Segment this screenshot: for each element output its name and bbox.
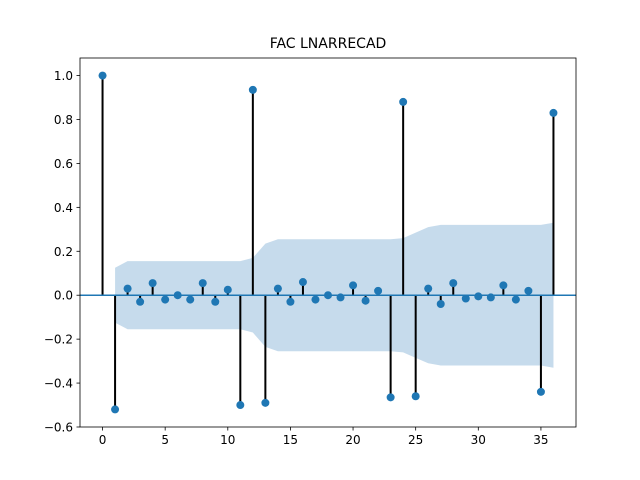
y-tick-label-3: 0.0 xyxy=(54,289,73,303)
marker-lag-3 xyxy=(136,297,145,306)
marker-lag-26 xyxy=(424,284,433,293)
marker-lag-15 xyxy=(286,297,295,306)
plot-frame xyxy=(79,57,577,428)
plot-area xyxy=(80,71,576,414)
marker-lag-34 xyxy=(524,286,533,295)
x-tick-label-0: 0 xyxy=(99,433,107,447)
marker-lag-33 xyxy=(511,295,520,304)
marker-lag-32 xyxy=(499,281,508,290)
marker-lag-4 xyxy=(148,279,157,288)
marker-lag-24 xyxy=(399,97,408,106)
marker-lag-27 xyxy=(436,300,445,308)
marker-lag-25 xyxy=(411,392,420,401)
marker-lag-35 xyxy=(536,387,545,396)
marker-lag-22 xyxy=(374,286,383,295)
y-tick-label-1: −0.4 xyxy=(44,377,73,391)
x-tick-label-15: 15 xyxy=(283,433,298,447)
marker-lag-20 xyxy=(349,281,358,290)
marker-lag-1 xyxy=(111,405,120,414)
markers-group xyxy=(98,71,558,414)
marker-lag-30 xyxy=(474,292,483,301)
y-tick-label-4: 0.2 xyxy=(54,245,73,259)
marker-lag-10 xyxy=(223,285,232,294)
marker-lag-21 xyxy=(361,296,370,305)
y-tick-label-0: −0.6 xyxy=(44,421,73,435)
marker-lag-7 xyxy=(186,295,195,304)
y-tick-label-2: −0.2 xyxy=(44,333,73,347)
y-tick-label-5: 0.4 xyxy=(54,201,73,215)
marker-lag-19 xyxy=(336,293,345,302)
y-tick-label-8: 1.0 xyxy=(54,69,73,83)
marker-lag-16 xyxy=(298,278,307,287)
x-tick-label-35: 35 xyxy=(533,433,548,447)
chart-title: FAC LNARRECAD xyxy=(270,36,387,52)
marker-lag-6 xyxy=(173,291,182,300)
marker-lag-23 xyxy=(386,393,395,402)
marker-lag-36 xyxy=(549,108,558,117)
marker-lag-2 xyxy=(123,284,132,293)
marker-lag-13 xyxy=(261,398,270,407)
x-tick-label-25: 25 xyxy=(408,433,423,447)
y-tick-label-6: 0.6 xyxy=(54,157,73,171)
x-tick-label-10: 10 xyxy=(220,433,235,447)
marker-lag-0 xyxy=(98,71,107,80)
x-tick-label-30: 30 xyxy=(471,433,486,447)
marker-lag-28 xyxy=(449,279,458,288)
marker-lag-8 xyxy=(198,279,207,288)
x-tick-label-20: 20 xyxy=(345,433,360,447)
marker-lag-11 xyxy=(236,401,245,410)
marker-lag-5 xyxy=(161,295,170,304)
y-axis: −0.6 −0.4 −0.2 0.0 0.2 0.4 0.6 0.8 1.0 xyxy=(44,69,80,435)
marker-lag-17 xyxy=(311,295,320,304)
x-tick-label-5: 5 xyxy=(161,433,169,447)
marker-lag-31 xyxy=(486,293,495,302)
marker-lag-14 xyxy=(273,284,282,293)
marker-lag-29 xyxy=(461,294,470,303)
y-tick-label-7: 0.8 xyxy=(54,113,73,127)
marker-lag-12 xyxy=(248,85,257,94)
marker-lag-18 xyxy=(324,291,332,300)
marker-lag-9 xyxy=(211,297,220,306)
x-axis: 0 5 10 15 20 25 30 35 xyxy=(99,427,549,447)
